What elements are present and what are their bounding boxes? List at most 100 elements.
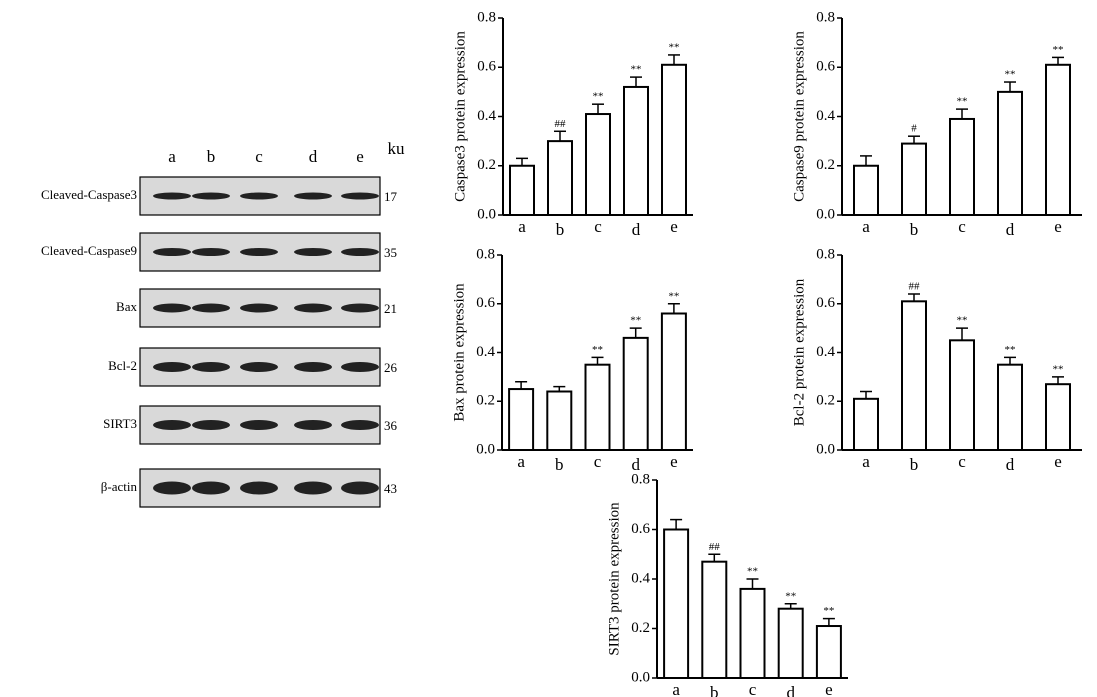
- significance-mark: **: [957, 96, 968, 108]
- blot-band: [153, 420, 191, 430]
- y-tick-label: 0.2: [816, 393, 835, 409]
- y-tick-label: 0.8: [477, 9, 496, 25]
- figure: abcdekuCleaved-Caspase317Cleaved-Caspase…: [0, 0, 1097, 697]
- significance-mark: ##: [709, 541, 721, 553]
- x-tick-label: c: [958, 217, 966, 236]
- y-tick-label: 0.0: [816, 441, 835, 457]
- size-label: 35: [384, 245, 397, 260]
- lane-label: e: [356, 147, 364, 166]
- y-tick-label: 0.4: [816, 344, 835, 360]
- y-tick-label: 0.6: [816, 59, 835, 75]
- lane-label: d: [309, 147, 318, 166]
- blot-band: [294, 304, 332, 313]
- y-tick-label: 0.0: [477, 206, 496, 222]
- significance-mark: **: [823, 605, 834, 617]
- significance-mark: **: [957, 315, 968, 327]
- protein-name: Cleaved-Caspase9: [41, 243, 137, 258]
- y-tick-label: 0.0: [631, 669, 650, 685]
- x-tick-label: e: [825, 680, 833, 697]
- lane-label: c: [255, 147, 263, 166]
- y-tick-label: 0.0: [476, 441, 495, 457]
- bar: [509, 389, 533, 450]
- blot-band: [294, 362, 332, 372]
- significance-mark: **: [1053, 44, 1064, 56]
- protein-name: Bcl-2: [108, 358, 137, 373]
- y-axis-label: Caspase9 protein expression: [791, 31, 807, 202]
- significance-mark: **: [631, 64, 642, 76]
- blot-band: [192, 248, 230, 256]
- x-tick-label: b: [556, 220, 565, 239]
- bar: [741, 589, 765, 678]
- blot-band: [192, 304, 230, 313]
- x-tick-label: d: [786, 683, 795, 697]
- bar: [548, 141, 572, 215]
- protein-name: β-actin: [101, 479, 138, 494]
- protein-name: Bax: [116, 299, 137, 314]
- x-tick-label: e: [670, 217, 678, 236]
- blot-band: [153, 362, 191, 372]
- y-tick-label: 0.2: [816, 157, 835, 173]
- bar: [950, 340, 974, 450]
- blot-band: [240, 248, 278, 256]
- blot-band: [341, 248, 379, 256]
- bar: [662, 65, 686, 215]
- x-tick-label: a: [672, 680, 680, 697]
- blot-band: [153, 248, 191, 256]
- significance-mark: **: [747, 566, 758, 578]
- significance-mark: **: [630, 315, 641, 327]
- x-tick-label: c: [594, 217, 602, 236]
- y-tick-label: 0.2: [477, 157, 496, 173]
- y-tick-label: 0.0: [816, 206, 835, 222]
- x-tick-label: d: [1006, 455, 1015, 474]
- significance-mark: **: [1005, 69, 1016, 81]
- bar: [902, 301, 926, 450]
- bar: [664, 530, 688, 679]
- protein-name: SIRT3: [103, 416, 137, 431]
- blot-band: [341, 482, 379, 495]
- x-tick-label: b: [910, 455, 919, 474]
- y-tick-label: 0.8: [816, 9, 835, 25]
- y-tick-label: 0.6: [477, 59, 496, 75]
- blot-band: [192, 193, 230, 200]
- bar: [547, 392, 571, 451]
- y-tick-label: 0.4: [631, 570, 650, 586]
- blot-band: [294, 193, 332, 200]
- x-tick-label: e: [1054, 217, 1062, 236]
- x-tick-label: c: [594, 452, 602, 471]
- y-axis-label: Bax protein expression: [451, 283, 467, 422]
- y-tick-label: 0.4: [816, 108, 835, 124]
- blot-band: [192, 362, 230, 372]
- bar: [624, 338, 648, 450]
- blot-band: [294, 248, 332, 256]
- bar: [662, 314, 686, 451]
- bar: [624, 87, 648, 215]
- bar: [902, 144, 926, 215]
- blot-band: [240, 304, 278, 313]
- blot-band: [240, 193, 278, 200]
- blot-band: [341, 420, 379, 430]
- blot-band: [341, 193, 379, 200]
- blot-band: [240, 482, 278, 495]
- significance-mark: **: [785, 590, 796, 602]
- significance-mark: **: [593, 91, 604, 103]
- y-tick-label: 0.6: [816, 295, 835, 311]
- y-axis-label: Bcl-2 protein expression: [791, 278, 807, 426]
- y-tick-label: 0.4: [477, 108, 496, 124]
- bar: [1046, 384, 1070, 450]
- bar: [510, 166, 534, 215]
- bar: [586, 365, 610, 450]
- bar: [854, 399, 878, 450]
- size-label: 26: [384, 360, 398, 375]
- bar: [779, 609, 803, 678]
- blot-band: [341, 304, 379, 313]
- y-tick-label: 0.8: [816, 246, 835, 262]
- unit-label: ku: [388, 139, 406, 158]
- size-label: 43: [384, 481, 397, 496]
- x-tick-label: d: [1006, 220, 1015, 239]
- blot-band: [294, 482, 332, 495]
- x-tick-label: a: [518, 217, 526, 236]
- lane-label: a: [168, 147, 176, 166]
- x-tick-label: c: [958, 452, 966, 471]
- size-label: 21: [384, 301, 397, 316]
- significance-mark: **: [669, 41, 680, 53]
